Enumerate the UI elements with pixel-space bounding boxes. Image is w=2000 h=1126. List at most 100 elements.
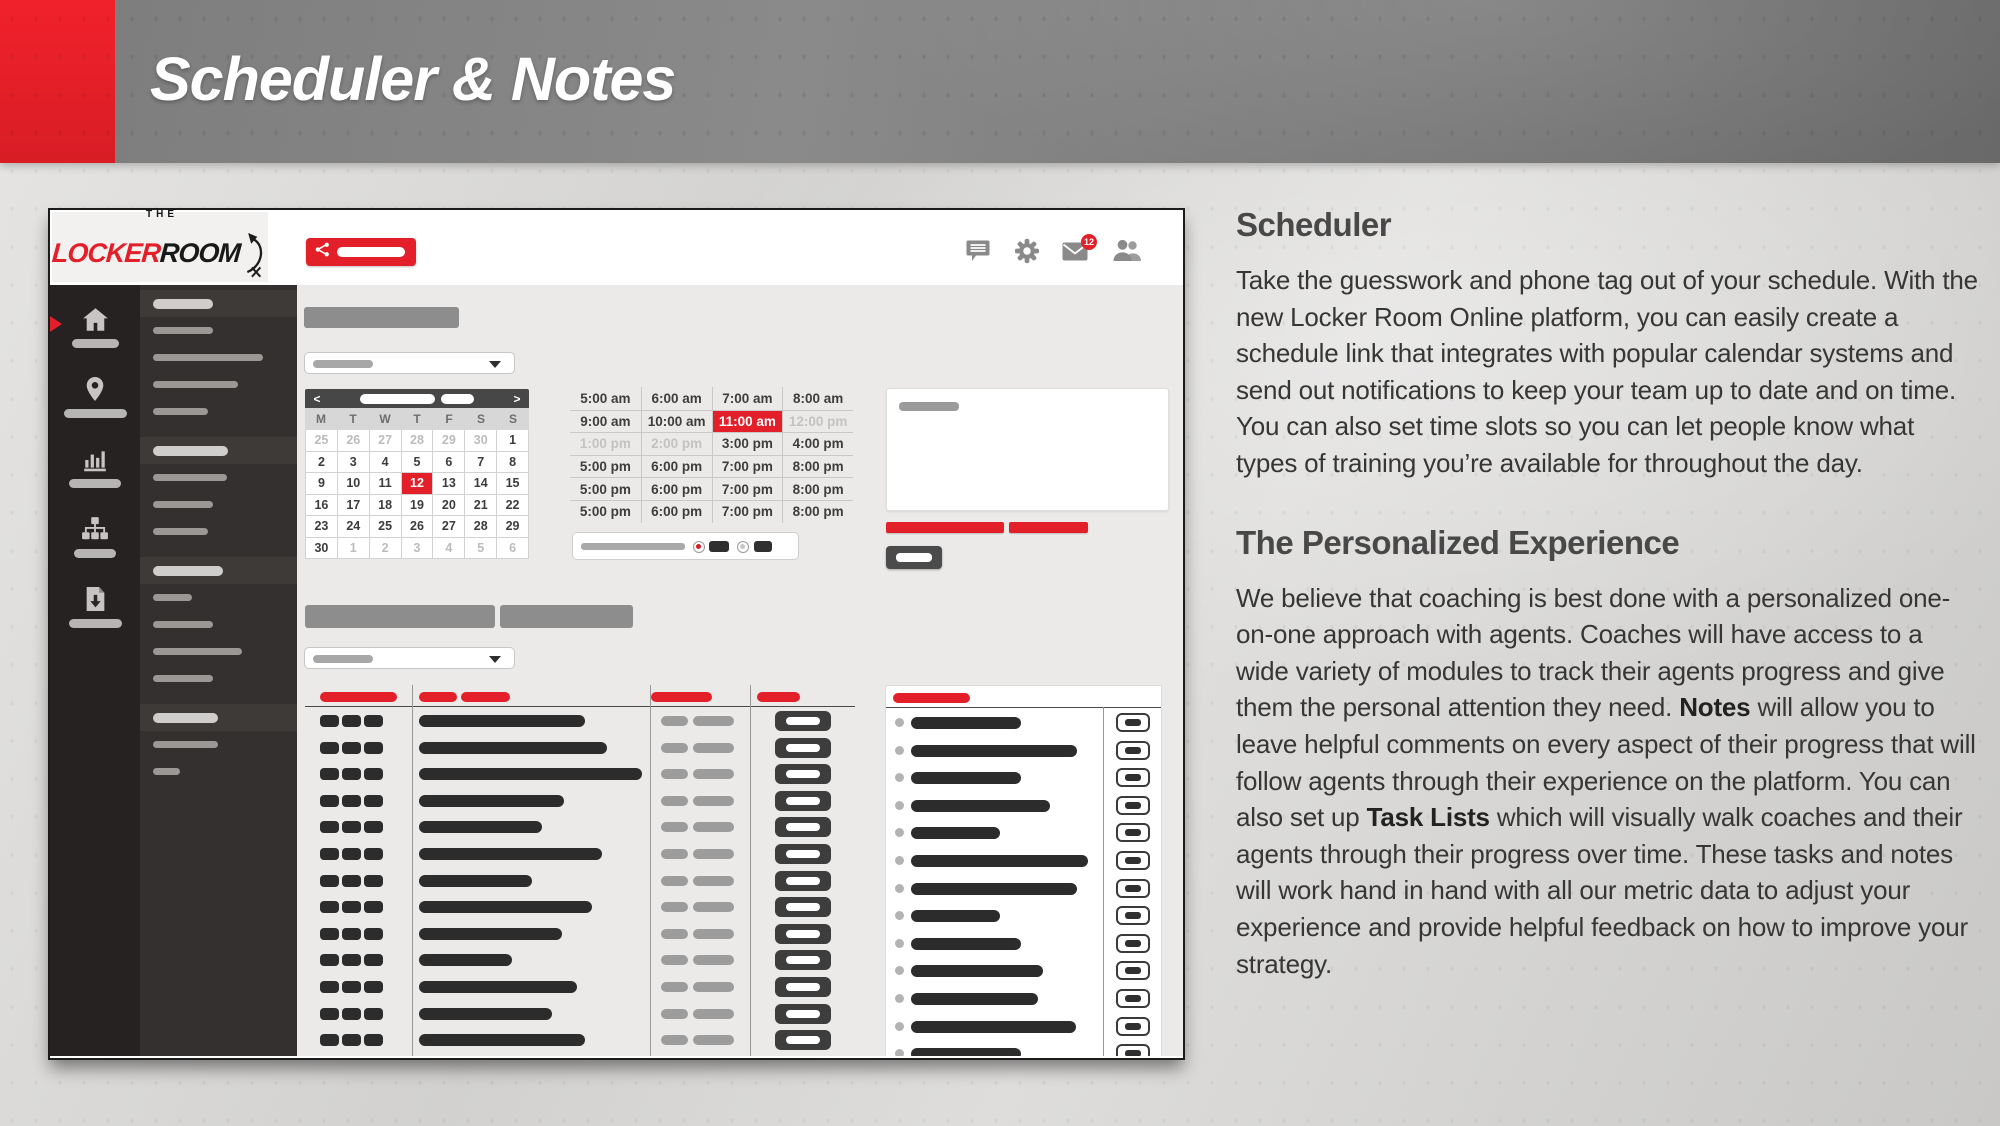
time-slot[interactable]: 8:00 pm	[782, 477, 853, 500]
calendar-date-cell[interactable]: 4	[433, 537, 466, 559]
calendar-date-cell[interactable]: 3	[337, 451, 370, 473]
gear-icon[interactable]	[1014, 238, 1040, 269]
time-slot[interactable]: 5:00 am	[580, 390, 631, 406]
calendar-date-cell[interactable]: 16	[306, 494, 338, 516]
calendar-date-cell[interactable]: 2	[369, 537, 402, 559]
note-view-button[interactable]	[1116, 795, 1150, 815]
row-action-button[interactable]	[775, 923, 831, 944]
calendar-date-cell[interactable]: 27	[369, 430, 402, 452]
time-slot[interactable]: 4:00 pm	[782, 432, 853, 455]
calendar-date-cell[interactable]: 3	[401, 537, 434, 559]
time-slot-selected[interactable]: 11:00 am	[711, 409, 783, 433]
time-slot[interactable]: 7:00 am	[711, 387, 783, 410]
row-action-button[interactable]	[775, 950, 831, 971]
notes-textarea[interactable]	[886, 388, 1169, 511]
app-logo[interactable]: THE LOCKER ROOM	[51, 210, 268, 282]
sidebar-menu-item[interactable]	[140, 758, 297, 785]
note-list-item[interactable]	[886, 764, 1161, 792]
time-slot[interactable]: 6:00 pm	[640, 454, 712, 478]
note-list-item[interactable]	[886, 709, 1161, 737]
sidebar-rail-item-bar-chart[interactable]	[50, 442, 140, 488]
time-slot[interactable]: 8:00 pm	[782, 454, 853, 478]
sidebar-rail-item-org-chart[interactable]	[50, 512, 140, 558]
calendar-date-cell[interactable]: 4	[369, 451, 402, 473]
sidebar-menu-item[interactable]	[140, 371, 297, 398]
row-action-button[interactable]	[775, 1030, 831, 1051]
note-list-item[interactable]	[886, 957, 1161, 985]
note-view-button[interactable]	[1116, 1016, 1150, 1036]
calendar-date-cell[interactable]: 18	[369, 494, 402, 516]
calendar-date-cell[interactable]: 27	[433, 516, 466, 538]
sidebar-section-header[interactable]	[140, 557, 297, 584]
row-action-button[interactable]	[775, 976, 831, 997]
note-list-item[interactable]	[886, 985, 1161, 1013]
calendar-date-cell[interactable]: 25	[369, 516, 402, 538]
save-schedule-button[interactable]	[886, 522, 1004, 533]
note-view-button[interactable]	[1116, 933, 1150, 953]
row-action-button[interactable]	[775, 764, 831, 785]
calendar-date-cell[interactable]: 6	[433, 451, 466, 473]
note-list-item[interactable]	[886, 819, 1161, 847]
calendar-date-cell[interactable]: 20	[433, 494, 466, 516]
row-action-button[interactable]	[775, 870, 831, 891]
calendar-date-cell[interactable]: 28	[465, 516, 498, 538]
row-action-button[interactable]	[775, 1003, 831, 1024]
time-slot[interactable]: 5:00 pm	[570, 477, 641, 500]
time-slot[interactable]: 5:00 pm	[570, 499, 641, 523]
note-view-button[interactable]	[1116, 878, 1150, 898]
sidebar-rail-item-location-pin[interactable]	[50, 372, 140, 418]
sidebar-section-header[interactable]	[140, 437, 297, 464]
note-list-item[interactable]	[886, 902, 1161, 930]
calendar-date-cell[interactable]: 29	[433, 430, 466, 452]
note-view-button[interactable]	[1116, 823, 1150, 843]
calendar-prev-button[interactable]: <	[313, 391, 321, 406]
calendar-date-cell[interactable]: 5	[465, 537, 498, 559]
note-view-button[interactable]	[1116, 1044, 1150, 1056]
calendar-date-cell[interactable]: 30	[306, 537, 338, 559]
sidebar-menu-item[interactable]	[140, 584, 297, 611]
row-action-button[interactable]	[775, 897, 831, 918]
note-list-item[interactable]	[886, 792, 1161, 820]
calendar-month-placeholder[interactable]	[360, 393, 435, 404]
time-slot[interactable]: 6:00 pm	[640, 477, 712, 500]
note-view-button[interactable]	[1116, 850, 1150, 870]
mail-icon[interactable]: 12	[1062, 234, 1097, 266]
time-slot[interactable]: 7:00 pm	[711, 477, 783, 500]
calendar-date-cell[interactable]: 1	[497, 430, 529, 452]
calendar-date-cell[interactable]: 28	[401, 430, 434, 452]
row-action-button[interactable]	[775, 711, 831, 731]
schedule-type-dropdown[interactable]	[304, 352, 515, 374]
calendar-date-cell[interactable]: 24	[337, 516, 370, 538]
calendar-date-cell[interactable]: 5	[401, 451, 434, 473]
time-slot[interactable]: 8:00 am	[782, 387, 853, 410]
radio-option-1[interactable]	[693, 541, 705, 553]
sidebar-menu-item[interactable]	[140, 317, 297, 344]
calendar-date-cell[interactable]: 23	[306, 516, 338, 538]
note-list-item[interactable]	[886, 737, 1161, 765]
calendar-date-cell[interactable]: 25	[306, 430, 338, 452]
time-slot[interactable]: 5:00 pm	[570, 454, 641, 478]
sidebar-menu-item[interactable]	[140, 398, 297, 425]
calendar-date-cell[interactable]: 30	[465, 430, 498, 452]
time-slot[interactable]: 3:00 pm	[711, 432, 783, 455]
row-action-button[interactable]	[775, 817, 831, 838]
sidebar-menu-item[interactable]	[140, 665, 297, 692]
sidebar-section-header[interactable]	[140, 290, 297, 317]
share-schedule-button[interactable]	[306, 238, 416, 266]
note-list-item[interactable]	[886, 1040, 1161, 1056]
calendar-date-cell[interactable]: 19	[401, 494, 434, 516]
calendar-date-cell[interactable]: 21	[465, 494, 498, 516]
sidebar-menu-item[interactable]	[140, 464, 297, 491]
sidebar-rail-item-download-doc[interactable]	[50, 582, 140, 628]
calendar-date-cell[interactable]: 9	[306, 473, 338, 495]
row-action-button[interactable]	[775, 843, 831, 864]
calendar-date-cell[interactable]: 15	[497, 473, 529, 495]
sidebar-menu-item[interactable]	[140, 731, 297, 758]
calendar-date-cell[interactable]: 2	[306, 451, 338, 473]
calendar-next-button[interactable]: >	[513, 391, 521, 406]
time-slot[interactable]: 8:00 pm	[782, 499, 853, 523]
time-slot[interactable]: 7:00 pm	[711, 454, 783, 478]
calendar-selected-date[interactable]: 12	[401, 473, 434, 495]
calendar-date-cell[interactable]: 29	[497, 516, 529, 538]
sidebar-menu-item[interactable]	[140, 638, 297, 665]
